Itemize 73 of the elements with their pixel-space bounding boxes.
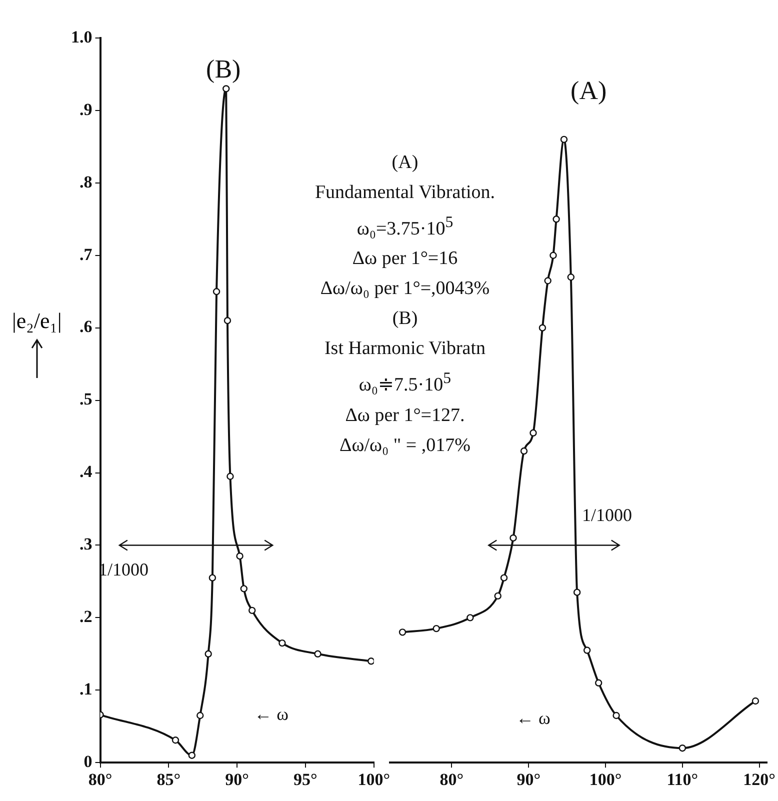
point xyxy=(204,650,212,658)
x-tick-label: 95° xyxy=(294,770,318,790)
y-tick-label: 0 xyxy=(84,752,92,771)
x-tick-label: 80° xyxy=(440,770,464,790)
x-tick-label: 90° xyxy=(516,770,541,790)
point xyxy=(583,646,591,654)
point xyxy=(573,588,581,596)
point xyxy=(567,274,575,281)
y-tick-label: .8 xyxy=(80,172,92,192)
x-tick-label: 90° xyxy=(225,770,249,790)
point xyxy=(612,712,620,720)
y-tick-label: .5 xyxy=(80,390,92,409)
point xyxy=(752,697,760,705)
annotation: ← ω xyxy=(516,708,551,728)
y-tick-label: .4 xyxy=(80,462,93,482)
y-tick-label: .1 xyxy=(80,680,92,699)
point xyxy=(236,552,244,560)
y-tick-label: .6 xyxy=(80,317,92,336)
point xyxy=(398,628,406,636)
annotation: Δω/ω₀ per 1°=,0043% xyxy=(319,277,491,302)
annotation: Ist Harmonic Vibratn xyxy=(323,337,487,362)
x-tick-label: 120° xyxy=(743,770,776,790)
annotation: Fundamental Vibration. xyxy=(314,181,496,205)
point xyxy=(188,752,196,759)
annotation: (B) xyxy=(206,54,241,84)
y-tick-label: .7 xyxy=(80,244,93,264)
y-axis-title: |e₂/e₁| xyxy=(12,308,62,334)
annotation: ω₀≑7.5·10$^{5}$ xyxy=(358,369,452,398)
point xyxy=(550,252,557,259)
point xyxy=(248,606,256,614)
point xyxy=(196,712,204,720)
point xyxy=(222,85,230,92)
y-tick-label: .2 xyxy=(80,607,92,626)
y-tick-label: .3 xyxy=(80,534,92,554)
x-tick-label: 110° xyxy=(666,770,698,790)
point xyxy=(314,650,322,658)
point xyxy=(500,574,508,582)
point xyxy=(278,639,286,647)
x-tick-label: 85° xyxy=(156,770,181,790)
y-tick-label: 1.0 xyxy=(71,27,92,46)
x-tick-label: 100° xyxy=(589,770,622,790)
point xyxy=(226,472,234,480)
annotation: Δω per 1°=127. xyxy=(344,404,466,428)
point xyxy=(224,316,232,324)
point xyxy=(520,447,528,455)
x-tick-label: 100° xyxy=(358,770,390,790)
point xyxy=(212,288,220,296)
annotation: ω₀=3.75·10$^{5}$ xyxy=(356,213,454,242)
annotation: Δω/ω₀ " = ,017% xyxy=(338,434,472,458)
annotation: 1/1000 xyxy=(98,559,149,580)
point xyxy=(678,744,686,752)
point xyxy=(240,585,248,592)
point xyxy=(466,614,474,622)
annotation: ← ω xyxy=(254,704,289,724)
point xyxy=(594,679,602,686)
point xyxy=(510,534,517,542)
point xyxy=(494,592,502,600)
point xyxy=(544,277,552,284)
point xyxy=(208,574,216,582)
point xyxy=(172,736,180,744)
x-tick-label: 80° xyxy=(88,770,112,790)
point xyxy=(538,324,546,332)
annotation: 1/1000 xyxy=(582,504,632,525)
point xyxy=(368,658,374,665)
annotation: (A) xyxy=(570,76,607,106)
point xyxy=(552,216,560,223)
point xyxy=(530,429,537,437)
annotation: (A) xyxy=(390,151,420,175)
y-tick-label: .9 xyxy=(80,100,92,119)
annotation: Δω per 1°=16 xyxy=(351,247,459,272)
point xyxy=(560,136,568,144)
annotation: (B) xyxy=(391,307,419,332)
point xyxy=(432,624,440,632)
